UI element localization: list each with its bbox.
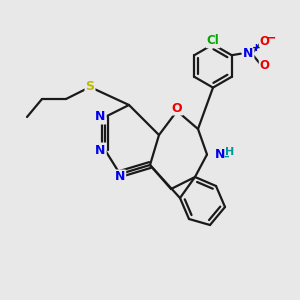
- Text: Cl: Cl: [207, 34, 219, 47]
- Text: H: H: [226, 147, 235, 158]
- Text: O: O: [260, 59, 270, 72]
- Text: S: S: [85, 80, 94, 94]
- Text: N: N: [95, 143, 106, 157]
- Text: –: –: [224, 152, 229, 162]
- Text: N: N: [214, 148, 225, 161]
- Text: N: N: [115, 170, 125, 184]
- Text: N: N: [95, 110, 106, 124]
- Text: O: O: [260, 35, 270, 48]
- Text: +: +: [252, 43, 261, 53]
- Text: O: O: [172, 101, 182, 115]
- Text: −: −: [266, 32, 277, 45]
- Text: N: N: [243, 47, 254, 60]
